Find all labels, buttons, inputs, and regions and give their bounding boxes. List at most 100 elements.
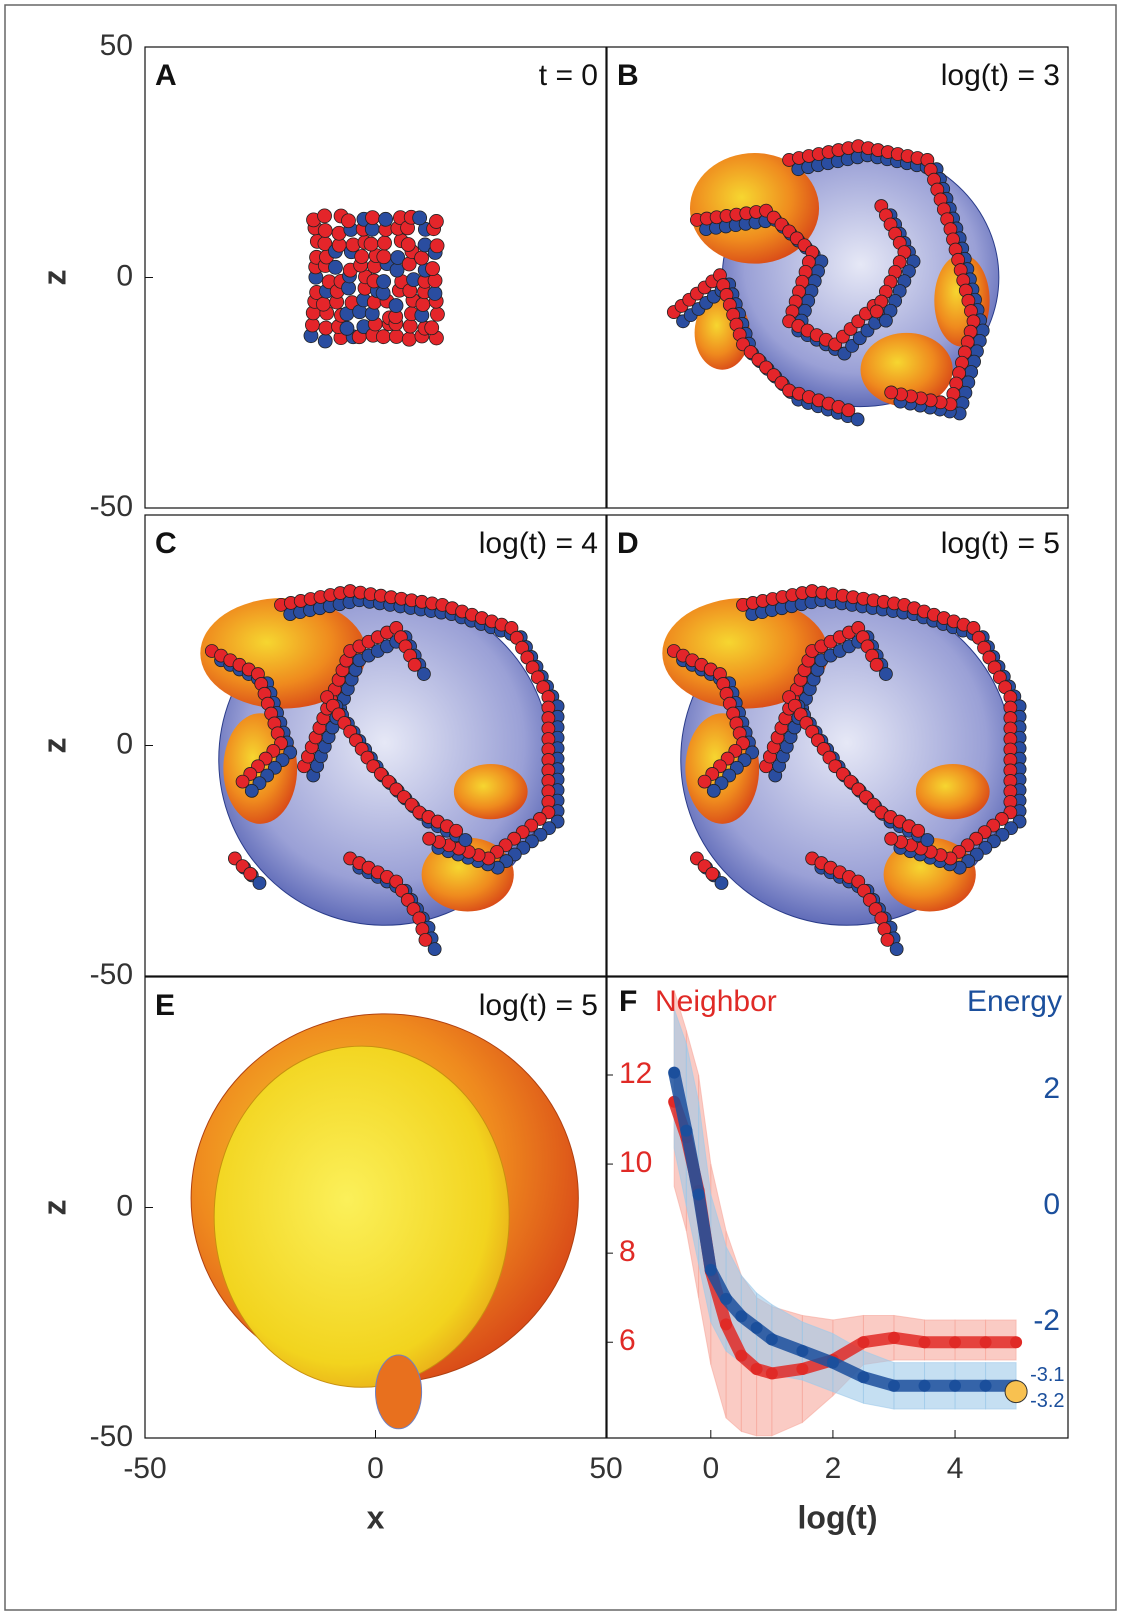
data-point [692,1188,705,1201]
x-tick-label: 50 [589,1452,622,1485]
particle [422,831,437,846]
particle [697,774,712,789]
particle [317,223,333,238]
data-point [720,1292,733,1305]
particle [412,210,428,226]
y-tick-label: 8 [619,1235,636,1268]
particle [252,876,267,890]
data-point [750,1321,763,1334]
y-tick-label: -50 [90,958,133,991]
particle [328,259,343,275]
particle [449,823,464,838]
particle [235,774,250,789]
data-point [680,1124,693,1137]
data-point [765,1367,778,1380]
time-label: log(t) = 3 [941,59,1060,92]
panel-letter: A [155,59,177,92]
particle [879,313,893,328]
snapshot-image [662,584,1027,957]
particle [341,213,356,229]
particle [354,249,370,264]
particle [850,412,865,427]
y-tick-label: -50 [90,490,133,523]
x-axis-label: x [367,1499,385,1535]
annotation-marker [1004,1380,1028,1404]
particle [317,208,332,224]
particle [458,833,473,847]
data-point [796,1345,809,1358]
annotation: -3.1 [1030,1364,1064,1386]
x-tick-label: -50 [123,1452,166,1485]
panel-frame [606,46,1069,509]
particle [920,833,935,847]
data-point [918,1379,931,1392]
particle [315,296,331,312]
x-tick-label: 2 [825,1452,842,1485]
particle [417,667,431,681]
particle [869,304,884,319]
y-tick-label: 0 [116,259,133,292]
particle [414,250,429,266]
particle [400,237,416,252]
annotation: -3.2 [1030,1390,1064,1412]
outer-border [4,4,1117,1611]
particle [911,823,926,838]
particle [415,297,431,312]
membrane [375,1354,423,1430]
data-point [887,1331,900,1344]
data-point [704,1263,717,1276]
y-tick-label: 6 [619,1324,636,1357]
snapshot-image [303,208,445,349]
series-line [668,1071,1017,1392]
particle [884,831,899,846]
particle [427,286,443,301]
y-tick-label: 0 [116,727,133,760]
x-tick-label: 0 [367,1452,384,1485]
particle [339,320,355,336]
particle [390,250,406,265]
membrane-patch [860,332,953,407]
particle [841,403,856,418]
particle [880,932,895,947]
particle [418,932,433,947]
data-point [918,1336,931,1349]
data-point [668,1066,681,1079]
y-tick-label: 12 [619,1057,652,1090]
particle [889,942,904,957]
particle [879,667,893,681]
y-tick-label: 10 [619,1146,652,1179]
particle [401,256,417,272]
snapshot-image [200,584,565,957]
panel-letter: F [619,985,637,1018]
y-tick-label: -50 [90,1420,133,1453]
particle [318,320,334,336]
y-axis-label: z [36,270,72,286]
panel-frame [606,514,1069,977]
membrane-patch [200,597,367,709]
particle [407,657,422,672]
data-point [949,1379,962,1392]
x-tick-label: 4 [947,1452,964,1485]
particle [424,320,440,336]
time-label: log(t) = 5 [479,989,598,1022]
data-point [949,1336,962,1349]
x-axis-label: log(t) [798,1499,878,1535]
time-label: log(t) = 4 [479,527,598,560]
data-point [796,1362,809,1375]
particle [884,385,899,400]
particle [706,783,721,798]
particle [705,866,720,881]
snapshot-image [190,1013,579,1430]
particle [365,210,380,226]
y2-tick-label: 0 [1043,1188,1060,1221]
particle [377,235,392,251]
axis-title: Neighbor [655,985,777,1018]
membrane-patch [662,597,829,709]
axis-title: Energy [967,985,1062,1018]
data-point [826,1356,839,1369]
particle [378,211,394,227]
y-tick-label: 50 [100,29,133,62]
particle [363,236,379,252]
